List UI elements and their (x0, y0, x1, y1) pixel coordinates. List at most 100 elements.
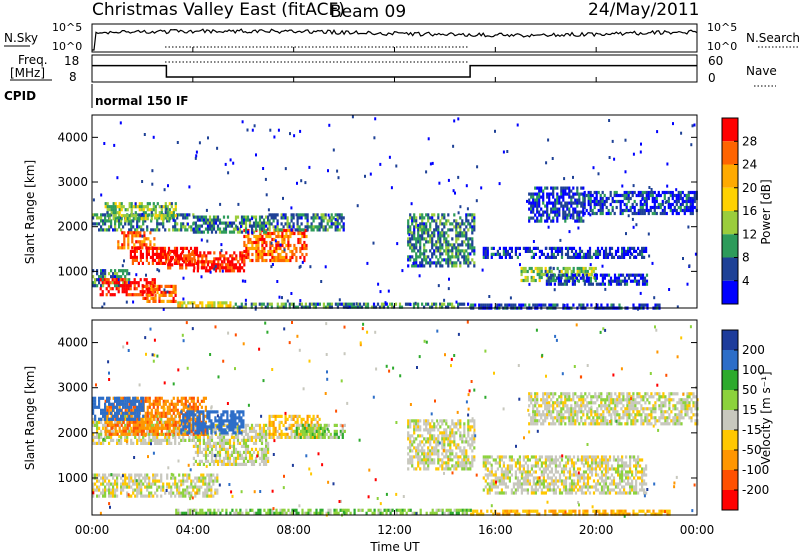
power-cell (310, 302, 313, 306)
power-cell (619, 282, 623, 286)
power-cell (155, 252, 159, 256)
power-cell (605, 199, 608, 204)
power-cell (164, 216, 167, 220)
velocity-cell (232, 441, 236, 445)
velocity-cell (242, 441, 246, 445)
power-cell (635, 223, 638, 227)
velocity-cell (162, 488, 165, 492)
power-cell (143, 290, 146, 294)
power-cell (260, 302, 263, 306)
power-cell (380, 302, 384, 306)
power-cell (447, 287, 450, 291)
power-cell (693, 193, 696, 198)
power-cell (546, 213, 549, 217)
power-cell (269, 249, 272, 254)
power-cell (137, 284, 140, 288)
power-cell (563, 273, 566, 277)
power-cell (617, 249, 620, 253)
power-cell (619, 199, 622, 204)
power-cell (338, 298, 341, 302)
power-cell (287, 228, 290, 233)
velocity-cell (236, 441, 240, 445)
velocity-cell (244, 444, 248, 448)
power-cell (172, 228, 175, 232)
power-cell (283, 234, 286, 239)
power-cell (131, 234, 134, 238)
power-cell (270, 265, 273, 269)
velocity-cell (142, 423, 145, 427)
power-cell (96, 269, 99, 273)
velocity-cell (116, 482, 119, 486)
velocity-cell (218, 447, 222, 451)
power-cell (629, 196, 632, 201)
power-cell (410, 202, 413, 206)
velocity-cell (250, 426, 254, 430)
velocity-cell (170, 488, 173, 492)
power-cell (286, 299, 289, 303)
power-cell (677, 190, 680, 195)
power-cell (554, 204, 557, 208)
power-cell (273, 135, 276, 139)
power-cell (196, 263, 199, 267)
power-cell (147, 249, 150, 253)
velocity-cell (202, 473, 205, 477)
power-cell (377, 282, 380, 286)
velocity-cell (170, 432, 173, 436)
power-cell (567, 279, 570, 283)
power-cell (296, 213, 299, 217)
power-cell (570, 198, 573, 202)
velocity-cell (134, 435, 137, 439)
power-cell (404, 302, 408, 306)
power-cell (633, 190, 636, 195)
velocity-cell (102, 473, 105, 477)
velocity-cell (194, 476, 197, 480)
power-cell (273, 231, 276, 236)
power-cell (532, 269, 535, 274)
power-cell (641, 211, 644, 216)
velocity-cell (106, 482, 109, 486)
power-cell (504, 246, 507, 250)
power-cell (407, 228, 410, 232)
power-cell (691, 202, 694, 207)
velocity-cell (194, 491, 197, 495)
velocity-cell (196, 447, 199, 451)
power-cell (447, 302, 450, 306)
power-cell (599, 205, 602, 210)
power-cell (143, 231, 146, 235)
velocity-cell (182, 405, 185, 409)
velocity-cell (158, 441, 161, 445)
power-cell (121, 246, 124, 250)
velocity-cell (192, 435, 195, 439)
power-cell (506, 303, 509, 307)
power-cell (222, 266, 226, 270)
power-cell (433, 231, 436, 235)
velocity-cell (92, 482, 95, 486)
velocity-cell (146, 417, 149, 421)
velocity-cell (158, 402, 161, 406)
power-cell (611, 205, 614, 210)
power-cell (204, 221, 208, 225)
power-cell (169, 266, 172, 270)
power-cell (261, 249, 264, 254)
velocity-cell (172, 473, 175, 477)
power-cell (282, 305, 285, 309)
power-cell (160, 299, 163, 303)
power-cell (208, 224, 212, 228)
power-cell (538, 255, 541, 259)
power-cell (583, 211, 586, 216)
velocity-cell (106, 408, 109, 412)
velocity-cell (92, 438, 95, 442)
power-cell (602, 252, 606, 256)
power-cell (179, 266, 182, 270)
power-cell (431, 255, 434, 259)
power-cell (119, 278, 122, 282)
velocity-cell (108, 479, 111, 483)
velocity-cell (300, 420, 303, 424)
power-cell (558, 195, 561, 199)
power-cell (560, 276, 563, 280)
power-cell (455, 231, 458, 235)
power-cell (152, 290, 155, 294)
power-cell (421, 231, 424, 235)
power-cell (240, 305, 243, 309)
power-cell (461, 255, 464, 259)
